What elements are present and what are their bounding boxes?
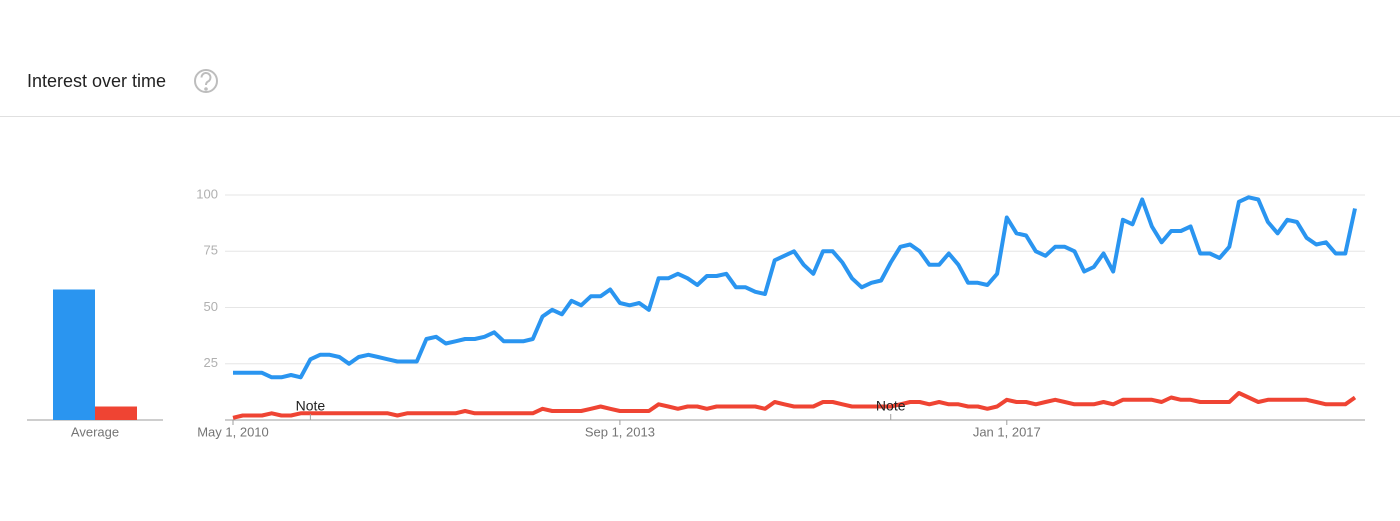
average-bar <box>53 289 95 420</box>
y-tick-label: 100 <box>196 186 218 201</box>
note-label: Note <box>876 398 906 414</box>
y-tick-label: 50 <box>204 299 218 314</box>
average-bar <box>95 406 137 420</box>
y-tick-label: 75 <box>204 243 218 258</box>
series-line <box>232 391 1357 420</box>
help-icon[interactable] <box>194 69 218 93</box>
chart-title: Interest over time <box>27 71 166 91</box>
x-tick-label: May 1, 2010 <box>197 424 269 439</box>
x-tick-label: Jan 1, 2017 <box>973 424 1041 439</box>
x-tick-label: Average <box>71 424 119 439</box>
series-line <box>233 195 1357 380</box>
y-tick-label: 25 <box>204 355 218 370</box>
x-tick-label: Sep 1, 2013 <box>585 424 655 439</box>
note-label: Note <box>296 398 326 414</box>
